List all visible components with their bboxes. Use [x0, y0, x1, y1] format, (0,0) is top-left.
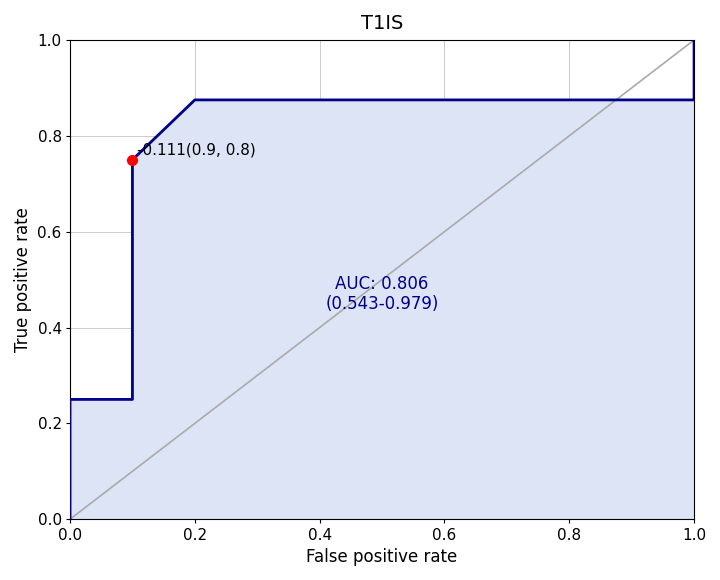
Text: -0.111(0.9, 0.8): -0.111(0.9, 0.8)	[138, 143, 256, 157]
Y-axis label: True positive rate: True positive rate	[14, 207, 32, 352]
X-axis label: False positive rate: False positive rate	[307, 548, 458, 566]
Title: T1IS: T1IS	[361, 14, 403, 33]
Text: AUC: 0.806
(0.543-0.979): AUC: 0.806 (0.543-0.979)	[325, 274, 438, 313]
